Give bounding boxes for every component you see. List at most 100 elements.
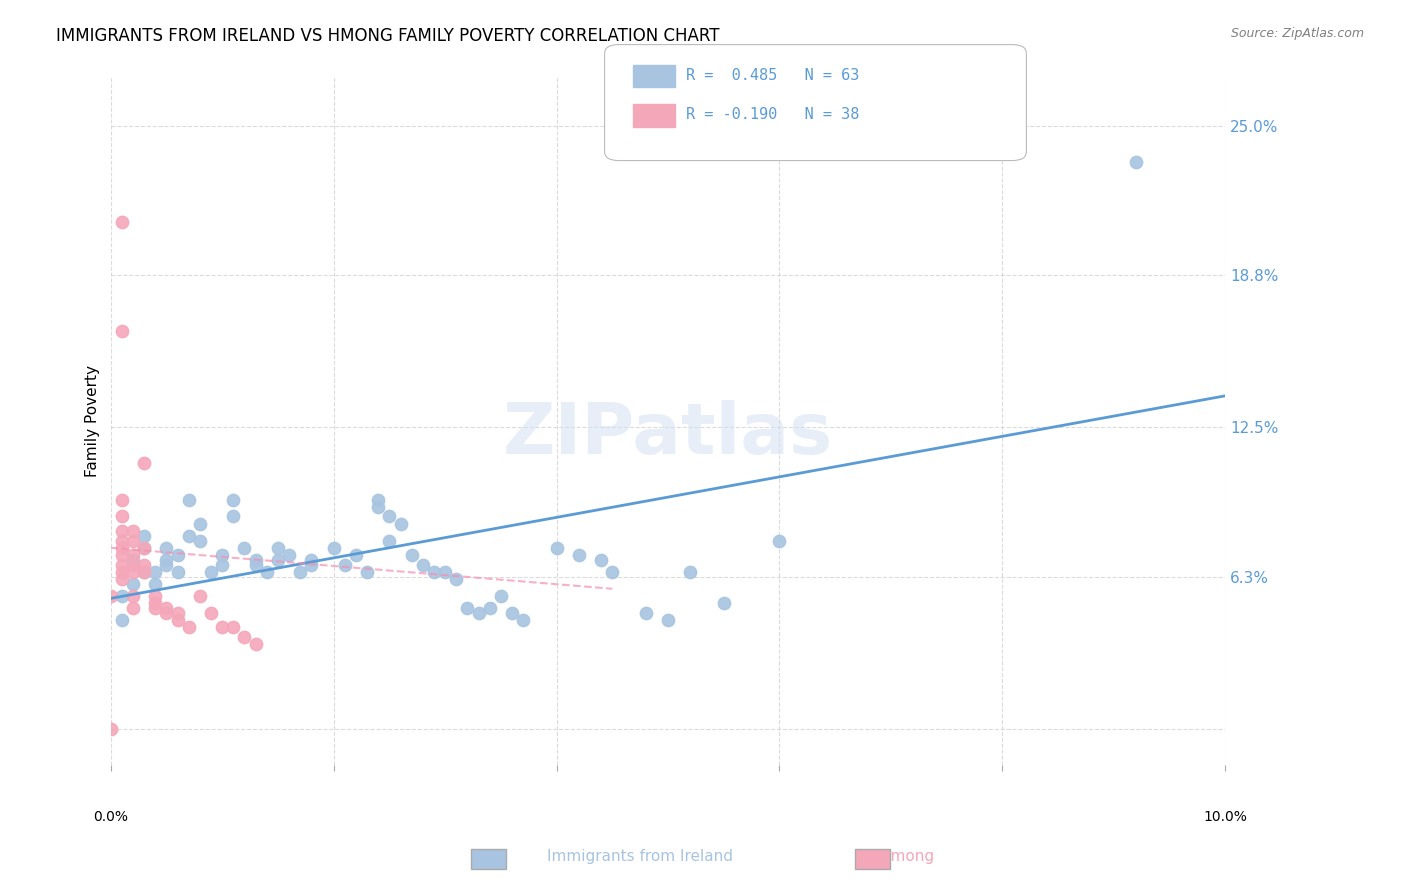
Point xyxy=(111,509,134,524)
Point xyxy=(389,516,412,531)
Point xyxy=(111,524,134,538)
Point xyxy=(111,541,134,555)
Point xyxy=(546,541,568,555)
Point xyxy=(222,509,245,524)
Point xyxy=(155,553,177,567)
Point xyxy=(111,533,134,548)
Point xyxy=(122,577,145,591)
Point xyxy=(166,606,188,620)
Point xyxy=(122,553,145,567)
Point xyxy=(177,529,200,543)
Point xyxy=(111,548,134,562)
Point xyxy=(143,565,166,579)
Point xyxy=(111,565,134,579)
Point xyxy=(200,606,222,620)
Point xyxy=(423,565,446,579)
Text: R =  0.485   N = 63: R = 0.485 N = 63 xyxy=(686,69,859,83)
Point xyxy=(155,558,177,572)
Point xyxy=(122,524,145,538)
Point xyxy=(444,572,467,586)
Point xyxy=(188,516,211,531)
Point xyxy=(211,620,233,634)
Text: 10.0%: 10.0% xyxy=(1204,810,1247,823)
Point xyxy=(222,620,245,634)
Point xyxy=(211,548,233,562)
Point xyxy=(299,558,322,572)
Point xyxy=(456,601,478,615)
Point xyxy=(188,589,211,603)
Point xyxy=(166,548,188,562)
Point xyxy=(143,596,166,610)
Point xyxy=(256,565,278,579)
Point xyxy=(100,722,122,736)
Point xyxy=(245,558,267,572)
Point xyxy=(111,215,134,229)
Point xyxy=(290,565,312,579)
Text: R = -0.190   N = 38: R = -0.190 N = 38 xyxy=(686,107,859,121)
Point xyxy=(111,324,134,338)
Point xyxy=(501,606,523,620)
Text: Immigrants from Ireland: Immigrants from Ireland xyxy=(547,849,733,863)
Point xyxy=(278,548,301,562)
Point xyxy=(122,533,145,548)
Point xyxy=(378,509,401,524)
Text: IMMIGRANTS FROM IRELAND VS HMONG FAMILY POVERTY CORRELATION CHART: IMMIGRANTS FROM IRELAND VS HMONG FAMILY … xyxy=(56,27,720,45)
Point xyxy=(245,553,267,567)
Point xyxy=(233,541,256,555)
Point xyxy=(367,500,389,514)
Point xyxy=(245,637,267,651)
Point xyxy=(679,565,702,579)
Y-axis label: Family Poverty: Family Poverty xyxy=(86,365,100,477)
Point xyxy=(267,541,290,555)
Point xyxy=(100,589,122,603)
Point xyxy=(122,558,145,572)
Point xyxy=(412,558,434,572)
Text: 0.0%: 0.0% xyxy=(93,810,128,823)
Point xyxy=(356,565,378,579)
Text: Source: ZipAtlas.com: Source: ZipAtlas.com xyxy=(1230,27,1364,40)
Text: Hmong: Hmong xyxy=(879,849,935,863)
Point xyxy=(478,601,501,615)
Point xyxy=(122,601,145,615)
Point xyxy=(591,553,613,567)
Point xyxy=(143,589,166,603)
Point xyxy=(233,630,256,644)
Text: ZIPatlas: ZIPatlas xyxy=(503,401,834,469)
Point xyxy=(634,606,657,620)
Point xyxy=(401,548,423,562)
Point xyxy=(134,558,156,572)
Point xyxy=(143,577,166,591)
Point xyxy=(267,553,290,567)
Point xyxy=(568,548,591,562)
Point xyxy=(378,533,401,548)
Point xyxy=(1125,154,1147,169)
Point xyxy=(299,553,322,567)
Point xyxy=(134,456,156,470)
Point xyxy=(222,492,245,507)
Point xyxy=(177,492,200,507)
Point xyxy=(322,541,344,555)
Point xyxy=(367,492,389,507)
Point xyxy=(657,613,679,627)
Point xyxy=(155,601,177,615)
Point xyxy=(434,565,457,579)
Point xyxy=(166,565,188,579)
Point xyxy=(713,596,735,610)
Point xyxy=(111,492,134,507)
Point xyxy=(467,606,489,620)
Point xyxy=(600,565,623,579)
Point xyxy=(134,541,156,555)
Point xyxy=(188,533,211,548)
Point xyxy=(155,541,177,555)
Point xyxy=(122,565,145,579)
Point xyxy=(134,529,156,543)
Point xyxy=(134,565,156,579)
Point xyxy=(333,558,356,572)
Point xyxy=(111,558,134,572)
Point xyxy=(177,620,200,634)
Point xyxy=(344,548,367,562)
Point xyxy=(211,558,233,572)
Point xyxy=(111,589,134,603)
Point xyxy=(155,606,177,620)
Point xyxy=(768,533,790,548)
